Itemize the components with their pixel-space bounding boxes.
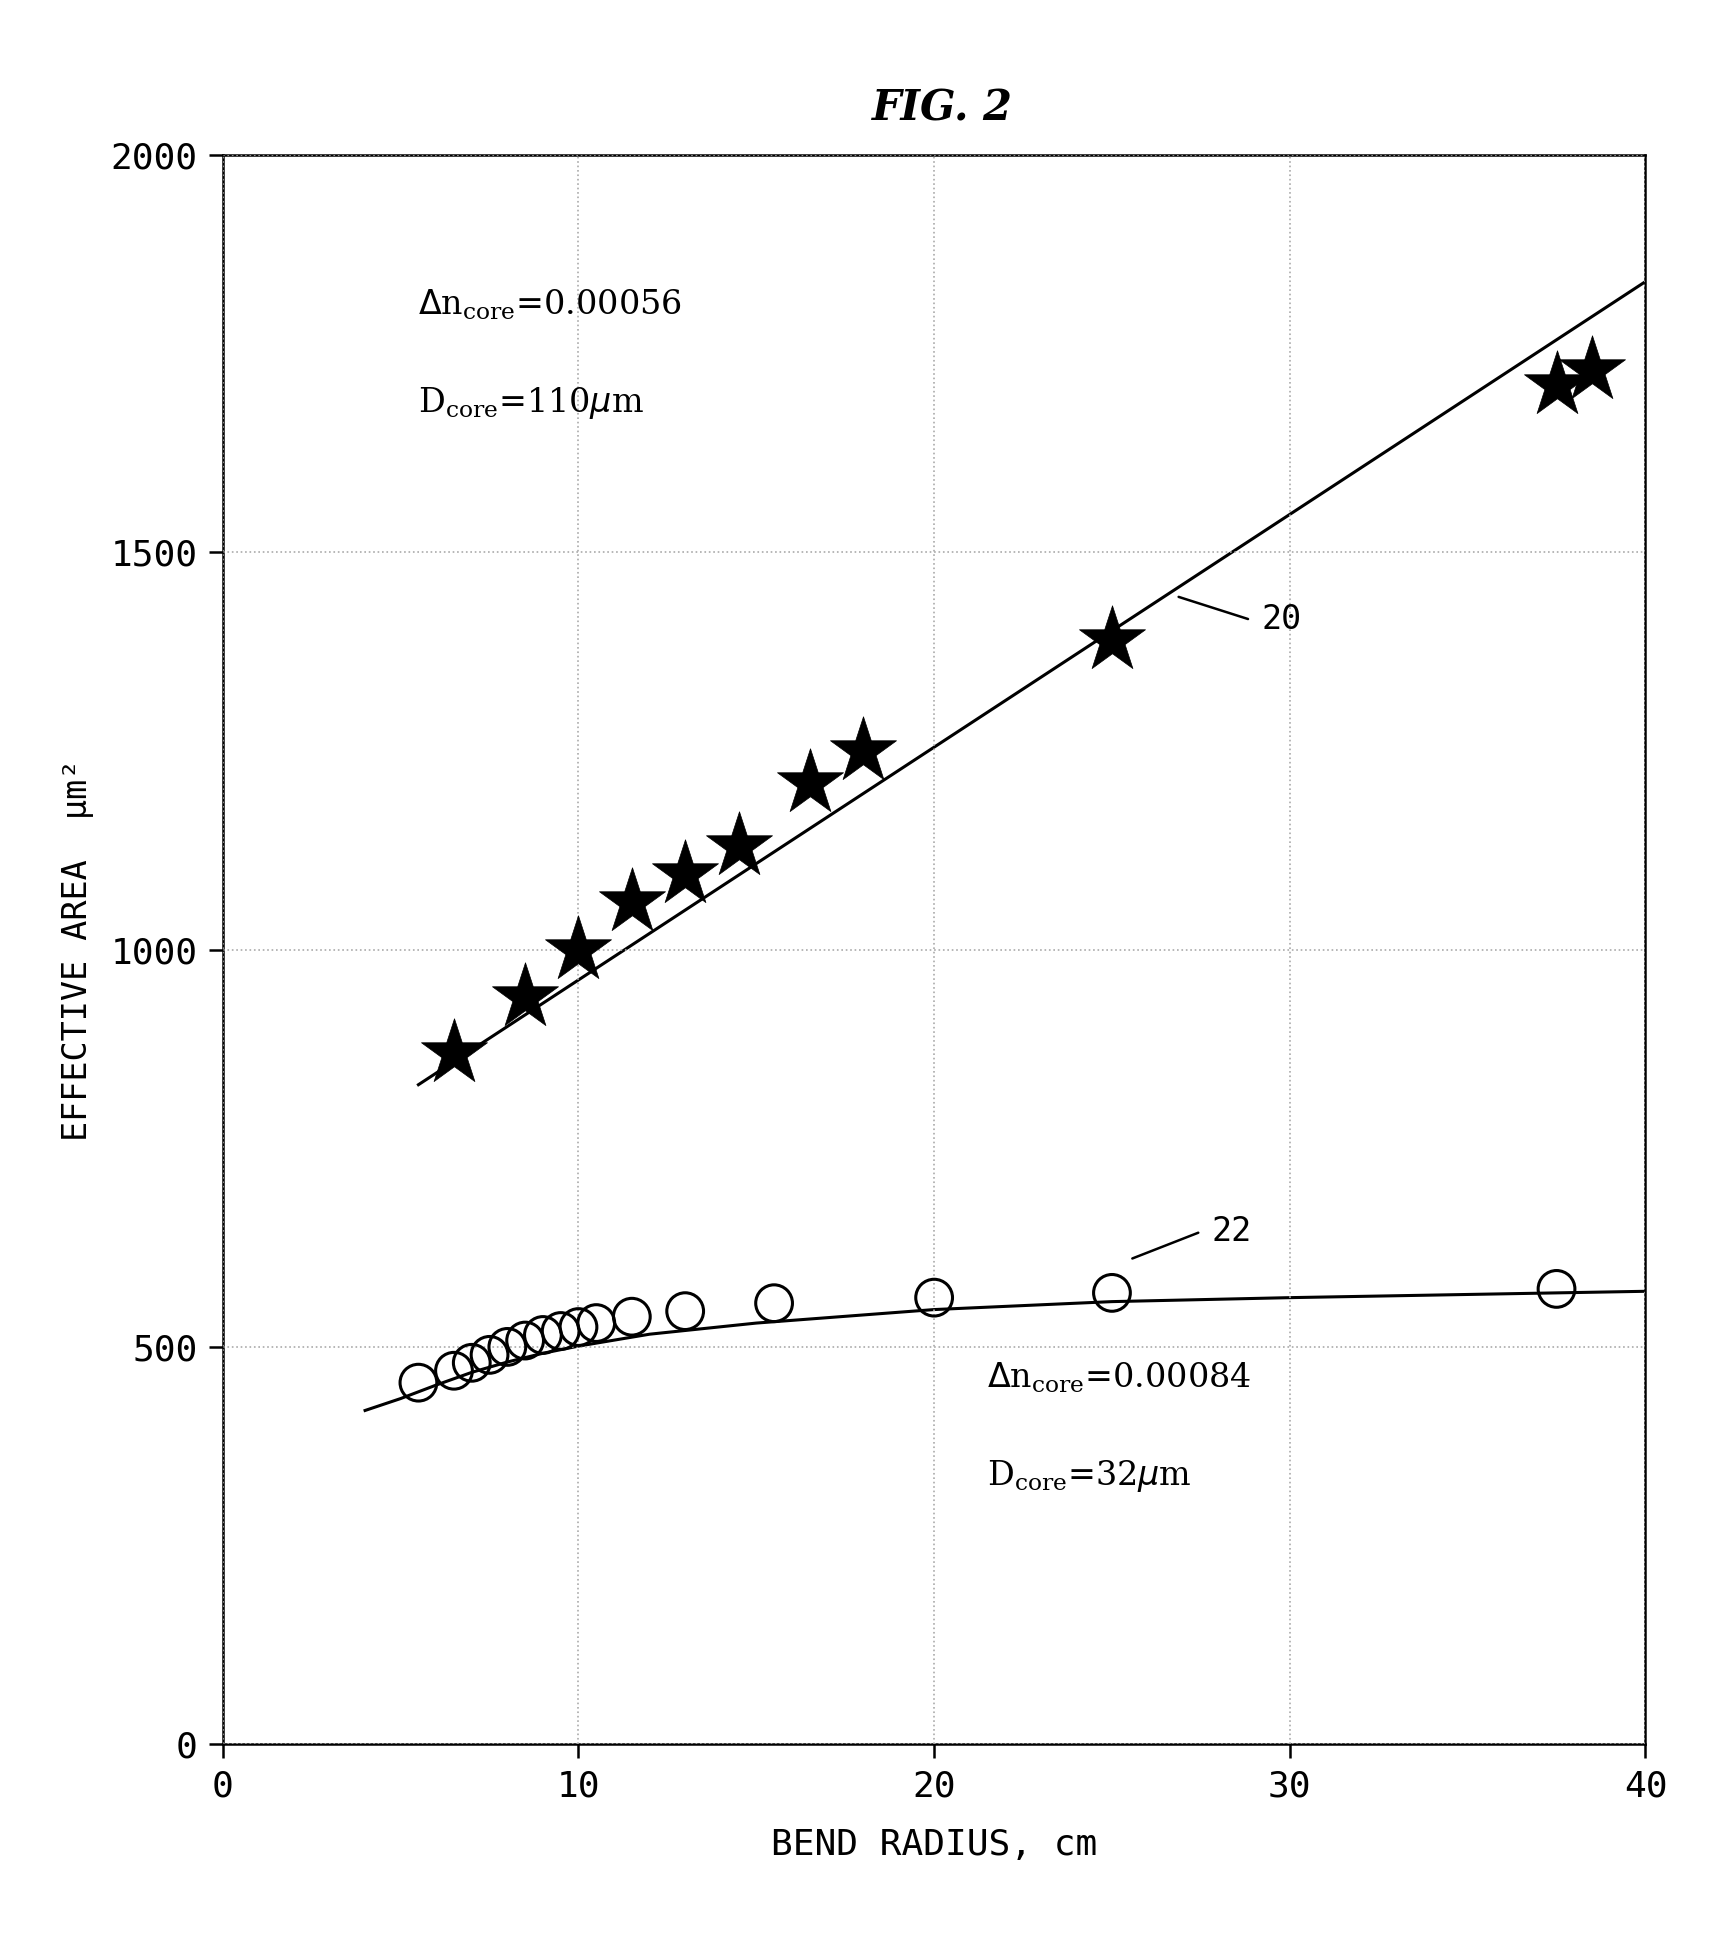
Text: D$_{\mathregular{core}}$=110$\mu$m: D$_{\mathregular{core}}$=110$\mu$m	[418, 386, 644, 421]
Point	[458, 1347, 485, 1378]
Point	[547, 1316, 574, 1347]
Point	[511, 1326, 538, 1357]
Text: 22: 22	[1212, 1215, 1251, 1248]
Point	[440, 1037, 468, 1068]
Point	[564, 934, 593, 965]
Point	[530, 1320, 557, 1351]
Y-axis label: EFFECTIVE AREA  μm²: EFFECTIVE AREA μm²	[62, 758, 94, 1141]
Point	[1579, 355, 1606, 386]
Point	[1099, 1277, 1126, 1308]
Point	[920, 1283, 948, 1314]
Point	[511, 983, 538, 1014]
Point	[672, 859, 699, 890]
Point	[795, 767, 823, 798]
Point	[1543, 1273, 1570, 1304]
Text: D$_{\mathregular{core}}$=32$\mu$m: D$_{\mathregular{core}}$=32$\mu$m	[987, 1457, 1191, 1494]
Text: 20: 20	[1262, 603, 1301, 636]
Point	[672, 1297, 699, 1328]
Point	[619, 886, 646, 917]
Point	[848, 735, 876, 766]
Point	[405, 1366, 432, 1397]
Text: $\Delta$n$_{\mathregular{core}}$=0.00056: $\Delta$n$_{\mathregular{core}}$=0.00056	[418, 287, 682, 322]
Point	[1543, 370, 1570, 401]
Point	[494, 1331, 521, 1362]
Point	[476, 1339, 504, 1370]
Point	[761, 1287, 788, 1318]
Point	[564, 1312, 593, 1343]
Point	[725, 831, 752, 862]
Point	[440, 1355, 468, 1386]
Point	[583, 1308, 610, 1339]
X-axis label: BEND RADIUS, cm: BEND RADIUS, cm	[771, 1828, 1097, 1862]
Point	[1099, 624, 1126, 655]
Text: FIG. 2: FIG. 2	[872, 87, 1013, 130]
Point	[619, 1300, 646, 1331]
Text: $\Delta$n$_{\mathregular{core}}$=0.00084: $\Delta$n$_{\mathregular{core}}$=0.00084	[987, 1360, 1251, 1395]
